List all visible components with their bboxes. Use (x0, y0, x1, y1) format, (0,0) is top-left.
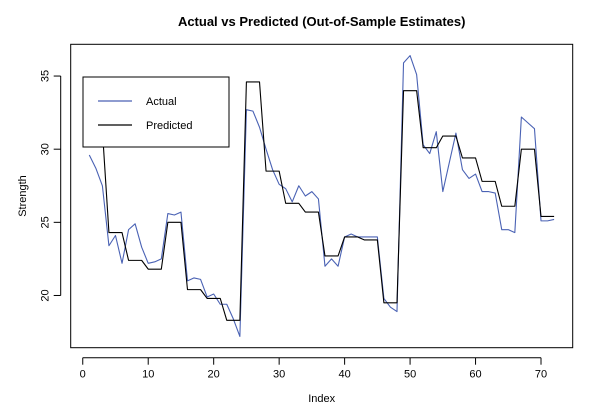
y-tick-label: 35 (40, 70, 52, 82)
y-tick-label: 20 (40, 289, 52, 301)
x-tick-label: 0 (80, 369, 86, 381)
x-tick-label: 40 (338, 369, 350, 381)
y-axis: 20 25 30 35 (40, 70, 62, 302)
x-tick-label: 60 (469, 369, 481, 381)
legend-label-predicted: Predicted (146, 120, 192, 132)
x-tick-label: 70 (535, 369, 547, 381)
x-axis-label: Index (308, 393, 335, 405)
x-tick-label: 20 (208, 369, 220, 381)
series-line-predicted (89, 81, 555, 321)
x-tick-label: 30 (273, 369, 285, 381)
y-tick-label: 30 (40, 143, 52, 155)
y-axis-label: Strength (17, 175, 29, 217)
legend-label-actual: Actual (146, 96, 177, 108)
chart-title: Actual vs Predicted (Out-of-Sample Estim… (178, 14, 466, 29)
x-tick-label: 50 (404, 369, 416, 381)
series-layer (88, 55, 555, 337)
x-axis: 0 10 20 30 40 50 60 70 (80, 357, 547, 381)
x-tick-label: 10 (142, 369, 154, 381)
legend-box (82, 76, 230, 148)
legend: Actual Predicted (82, 76, 230, 148)
plot-frame (70, 43, 574, 349)
y-tick-label: 25 (40, 216, 52, 228)
